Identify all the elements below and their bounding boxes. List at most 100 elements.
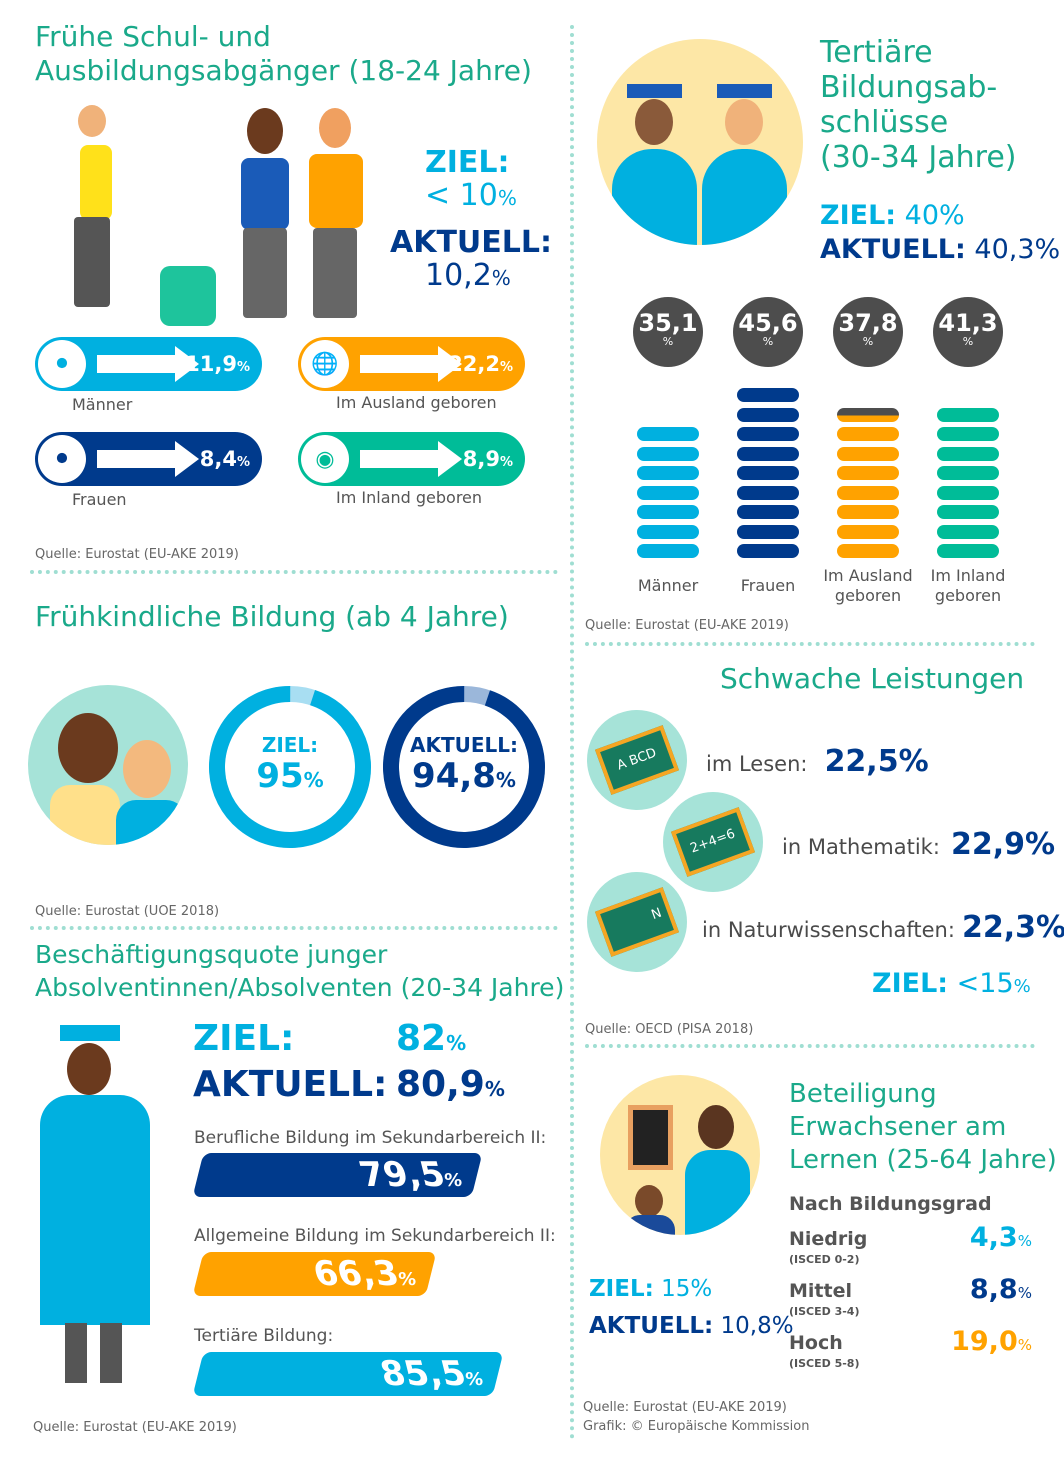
pct: % xyxy=(962,335,974,348)
stack-segment xyxy=(837,485,899,500)
value: 35,1 xyxy=(638,309,698,337)
pct: % xyxy=(1017,1232,1032,1250)
value: 41,3 xyxy=(938,309,998,337)
backpack-icon xyxy=(160,266,216,326)
value: 79,5 xyxy=(355,1155,450,1195)
label: ZIEL: xyxy=(872,968,949,999)
arrow-icon xyxy=(97,441,199,477)
group-label: Im Inland geboren xyxy=(930,566,1006,605)
female-icon: ⚫ xyxy=(38,435,86,483)
value-bubble: 37,8% xyxy=(833,297,903,367)
stack-segment xyxy=(837,446,899,461)
early-leavers-current-label: AKTUELL: xyxy=(390,225,553,260)
stack-segment xyxy=(637,544,699,558)
male-icon: ⚫ xyxy=(38,340,86,388)
value-bubble: 41,3% xyxy=(933,297,1003,367)
source: Quelle: Eurostat (EU-AKE 2019) xyxy=(35,547,239,562)
early-leavers-current-value: 10,2% xyxy=(425,258,511,293)
stack-segment xyxy=(837,407,899,422)
value: 10,8% xyxy=(720,1313,794,1339)
adult-learning-current: AKTUELL: 10,8% xyxy=(589,1313,794,1339)
early-childhood-title: Frühkindliche Bildung (ab 4 Jahre) xyxy=(35,600,509,633)
level-label: Niedrig xyxy=(789,1228,868,1250)
early-leavers-target-label: ZIEL: xyxy=(425,145,510,180)
bar-general: 66,3% xyxy=(192,1252,437,1296)
arrow-icon xyxy=(360,346,462,382)
value-bubble: 35,1% xyxy=(633,297,703,367)
pct: % xyxy=(236,360,250,375)
children-illustration xyxy=(28,685,188,845)
pct: % xyxy=(662,335,674,348)
board-text: N xyxy=(594,887,680,957)
value: 95 xyxy=(256,756,304,796)
level-isced: (ISCED 5-8) xyxy=(789,1357,860,1370)
value: 82 xyxy=(396,1018,447,1059)
target-ring xyxy=(209,686,371,848)
early-childhood-target-value: 95% xyxy=(206,756,374,796)
pct: % xyxy=(484,1077,505,1101)
adult-learning-title: Beteiligung Erwachsener am Lernen (25-64… xyxy=(789,1079,1057,1175)
stack-segment xyxy=(737,427,799,441)
early-childhood-current-value: 94,8% xyxy=(380,756,548,796)
employment-title: Beschäftigungsquote junger Absolventinne… xyxy=(35,940,565,1002)
stack-segment xyxy=(637,427,699,441)
early-childhood-current-label: AKTUELL: xyxy=(409,733,518,757)
adult-learning-subtitle: Nach Bildungsgrad xyxy=(789,1193,992,1215)
value: < 10 xyxy=(425,178,498,213)
bar-label: Allgemeine Bildung im Sekundarbereich II… xyxy=(194,1226,556,1246)
divider xyxy=(30,926,558,930)
divider xyxy=(585,642,1035,646)
current-ring xyxy=(383,686,545,848)
graduates-illustration xyxy=(597,39,803,245)
stack-segment xyxy=(937,524,999,539)
stack-segment xyxy=(737,485,799,500)
value: 40,3% xyxy=(974,234,1061,265)
student-girl-figure xyxy=(235,108,295,323)
label: ZIEL: xyxy=(820,200,897,231)
value: 8,4 xyxy=(199,447,237,471)
level-isced: (ISCED 0-2) xyxy=(789,1253,860,1266)
stack-segment xyxy=(837,524,899,539)
level-isced: (ISCED 3-4) xyxy=(789,1305,860,1318)
employment-current-value: 80,9% xyxy=(396,1064,505,1105)
chalkboard-reading-icon: A BCD xyxy=(587,710,687,810)
label: ZIEL: xyxy=(589,1276,654,1302)
group-label: Männer xyxy=(637,576,699,595)
pct: % xyxy=(491,266,511,290)
employment-target-value: 82% xyxy=(396,1018,466,1059)
early-leavers-title: Frühe Schul- und Ausbildungsabgänger (18… xyxy=(35,20,532,87)
source: Quelle: Eurostat (UOE 2018) xyxy=(35,904,220,919)
level-value: 4,3% xyxy=(970,1222,1032,1253)
bar-label: Tertiäre Bildung: xyxy=(194,1326,334,1346)
stack-segment xyxy=(737,466,799,480)
pct: % xyxy=(762,335,774,348)
pill-maenner: ⚫ 11,9% xyxy=(35,337,262,391)
stack-segment xyxy=(937,485,999,500)
tertiary-current: AKTUELL: 40,3% xyxy=(820,234,1060,265)
tertiary-title: Tertiäre Bildungsab- schlüsse (30-34 Jah… xyxy=(820,35,1017,175)
vertical-divider xyxy=(570,25,574,1440)
math-row: in Mathematik: 22,9% xyxy=(782,827,1055,862)
pct: % xyxy=(499,360,513,375)
tertiary-target: ZIEL: 40% xyxy=(820,200,965,231)
pill-ausland: 🌐 22,2% xyxy=(298,337,525,391)
europe-map-icon: ◉ xyxy=(301,435,349,483)
stack-segment xyxy=(837,505,899,519)
pill-value: 8,4% xyxy=(200,447,250,471)
value: 40% xyxy=(904,200,965,231)
value: 4,3 xyxy=(969,1222,1018,1253)
label: AKTUELL: xyxy=(820,234,966,265)
arrow-icon xyxy=(360,441,462,477)
level-label: Hoch xyxy=(789,1332,843,1354)
stack-segment xyxy=(937,427,999,441)
stack-segment xyxy=(837,427,899,441)
pill-value: 8,9% xyxy=(463,447,513,471)
bar-tertiary: 85,5% xyxy=(192,1352,504,1396)
pct: % xyxy=(1017,1284,1032,1302)
value: 19,0 xyxy=(951,1326,1018,1357)
bar-vocational: 79,5% xyxy=(192,1153,483,1197)
source: Quelle: Eurostat (EU-AKE 2019) xyxy=(33,1420,237,1435)
value: 15% xyxy=(661,1276,713,1302)
stack-segment xyxy=(937,407,999,422)
stack-segment xyxy=(637,505,699,519)
